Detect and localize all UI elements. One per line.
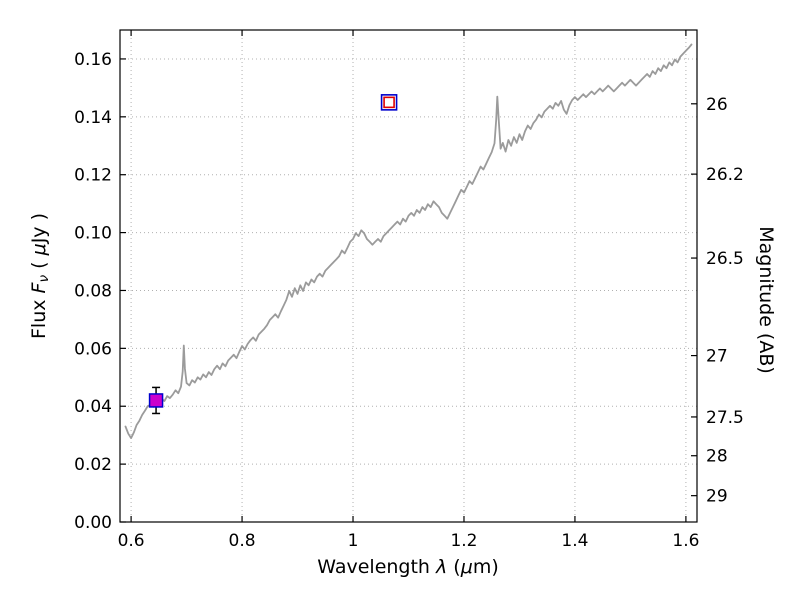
svg-text:27.5: 27.5 xyxy=(706,408,744,428)
svg-text:26.5: 26.5 xyxy=(706,249,744,269)
right-axis-label: Magnitude (AB) xyxy=(755,226,777,374)
svg-text:1.2: 1.2 xyxy=(450,531,477,551)
svg-text:29: 29 xyxy=(706,487,728,507)
x-axis-label: Wavelength λ (μm) xyxy=(317,556,499,578)
svg-text:0.14: 0.14 xyxy=(74,108,112,128)
svg-text:26: 26 xyxy=(706,95,728,115)
svg-text:0.12: 0.12 xyxy=(74,166,112,186)
svg-text:1.6: 1.6 xyxy=(672,531,699,551)
svg-text:0.08: 0.08 xyxy=(74,281,112,301)
svg-text:26.2: 26.2 xyxy=(706,165,744,185)
svg-text:1: 1 xyxy=(348,531,359,551)
y-axis-label: Flux Fν ( μJy ) xyxy=(27,212,53,340)
svg-text:0.6: 0.6 xyxy=(118,531,145,551)
svg-text:0.00: 0.00 xyxy=(74,513,112,533)
svg-text:0.02: 0.02 xyxy=(74,455,112,475)
svg-text:0.10: 0.10 xyxy=(74,224,112,244)
svg-text:0.16: 0.16 xyxy=(74,50,112,70)
svg-text:1.4: 1.4 xyxy=(561,531,588,551)
svg-text:28: 28 xyxy=(706,447,728,467)
svg-text:0.8: 0.8 xyxy=(229,531,256,551)
svg-text:27: 27 xyxy=(706,347,728,367)
svg-text:0.04: 0.04 xyxy=(74,397,112,417)
svg-text:0.06: 0.06 xyxy=(74,339,112,359)
